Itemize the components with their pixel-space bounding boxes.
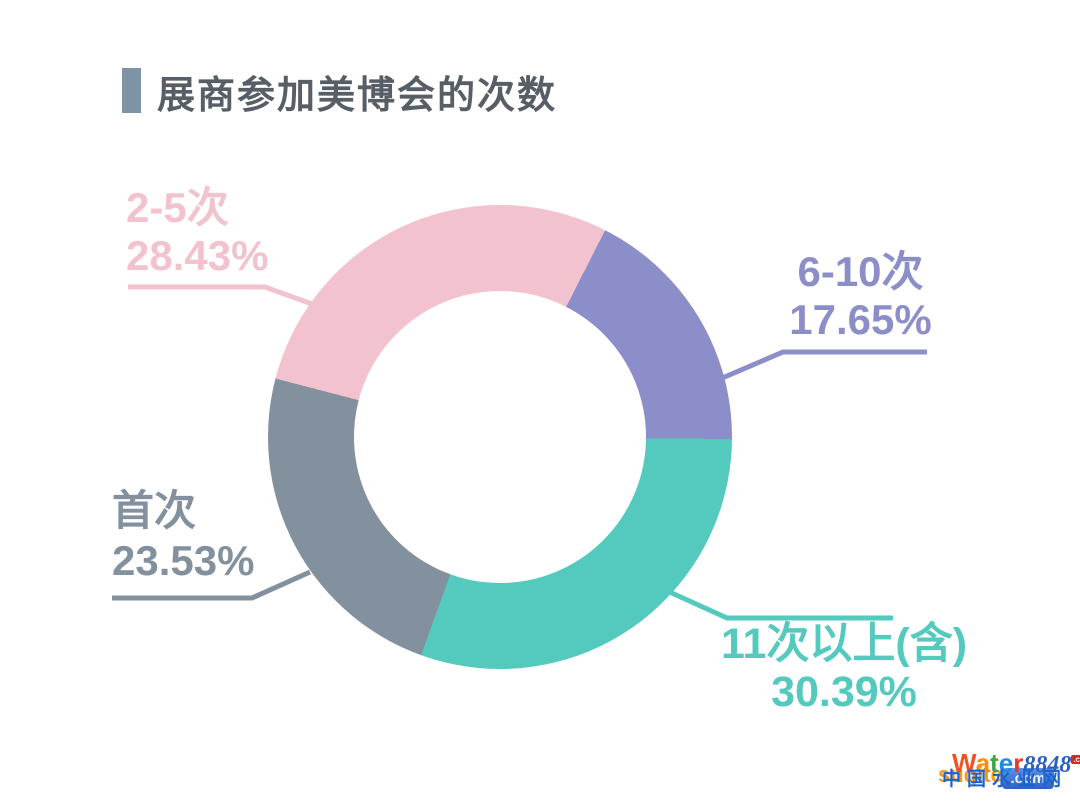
slice-label-6-10: 6-10次 17.65% <box>768 248 953 344</box>
slice-label-11plus-name: 11次以上(含) <box>720 620 968 668</box>
slice-label-first: 首次 23.53% <box>112 486 254 586</box>
watermark-brand-number: 8848 <box>1023 752 1072 778</box>
watermark-brand-word: Water <box>952 748 1024 778</box>
slice-label-6-10-name: 6-10次 <box>797 248 924 295</box>
slice-label-11plus: 11次以上(含) 30.39% <box>713 620 975 716</box>
slice-label-2-5-value: 28.43% <box>126 232 269 279</box>
watermark-site-name: 中国水业网 <box>942 769 1068 790</box>
slice-label-6-10-value: 17.65% <box>789 296 932 343</box>
leader-line-11plus <box>661 586 893 621</box>
watermark-com-badge: .com <box>1071 755 1080 765</box>
watermark-site-com-box: .com <box>1002 768 1054 789</box>
slice-label-2-5: 2-5次 28.43% <box>126 184 268 280</box>
watermark-logo: Water8848.com suqitech .com 中国水业网 <box>938 748 1080 802</box>
slice-label-first-name: 首次 <box>112 487 197 534</box>
donut-hole <box>354 291 646 583</box>
slice-label-2-5-name: 2-5次 <box>126 184 229 231</box>
leader-line-first <box>112 569 312 601</box>
slice-label-11plus-value: 30.39% <box>771 668 917 716</box>
leader-line-6-10 <box>719 349 927 382</box>
title-accent-bar <box>122 68 141 113</box>
slice-label-first-value: 23.53% <box>112 537 255 584</box>
leader-line-2-5 <box>128 284 313 307</box>
donut-chart <box>268 205 732 669</box>
watermark-brand: Water8848.com <box>952 750 1080 778</box>
page-title: 展商参加美博会的次数 <box>157 75 558 117</box>
